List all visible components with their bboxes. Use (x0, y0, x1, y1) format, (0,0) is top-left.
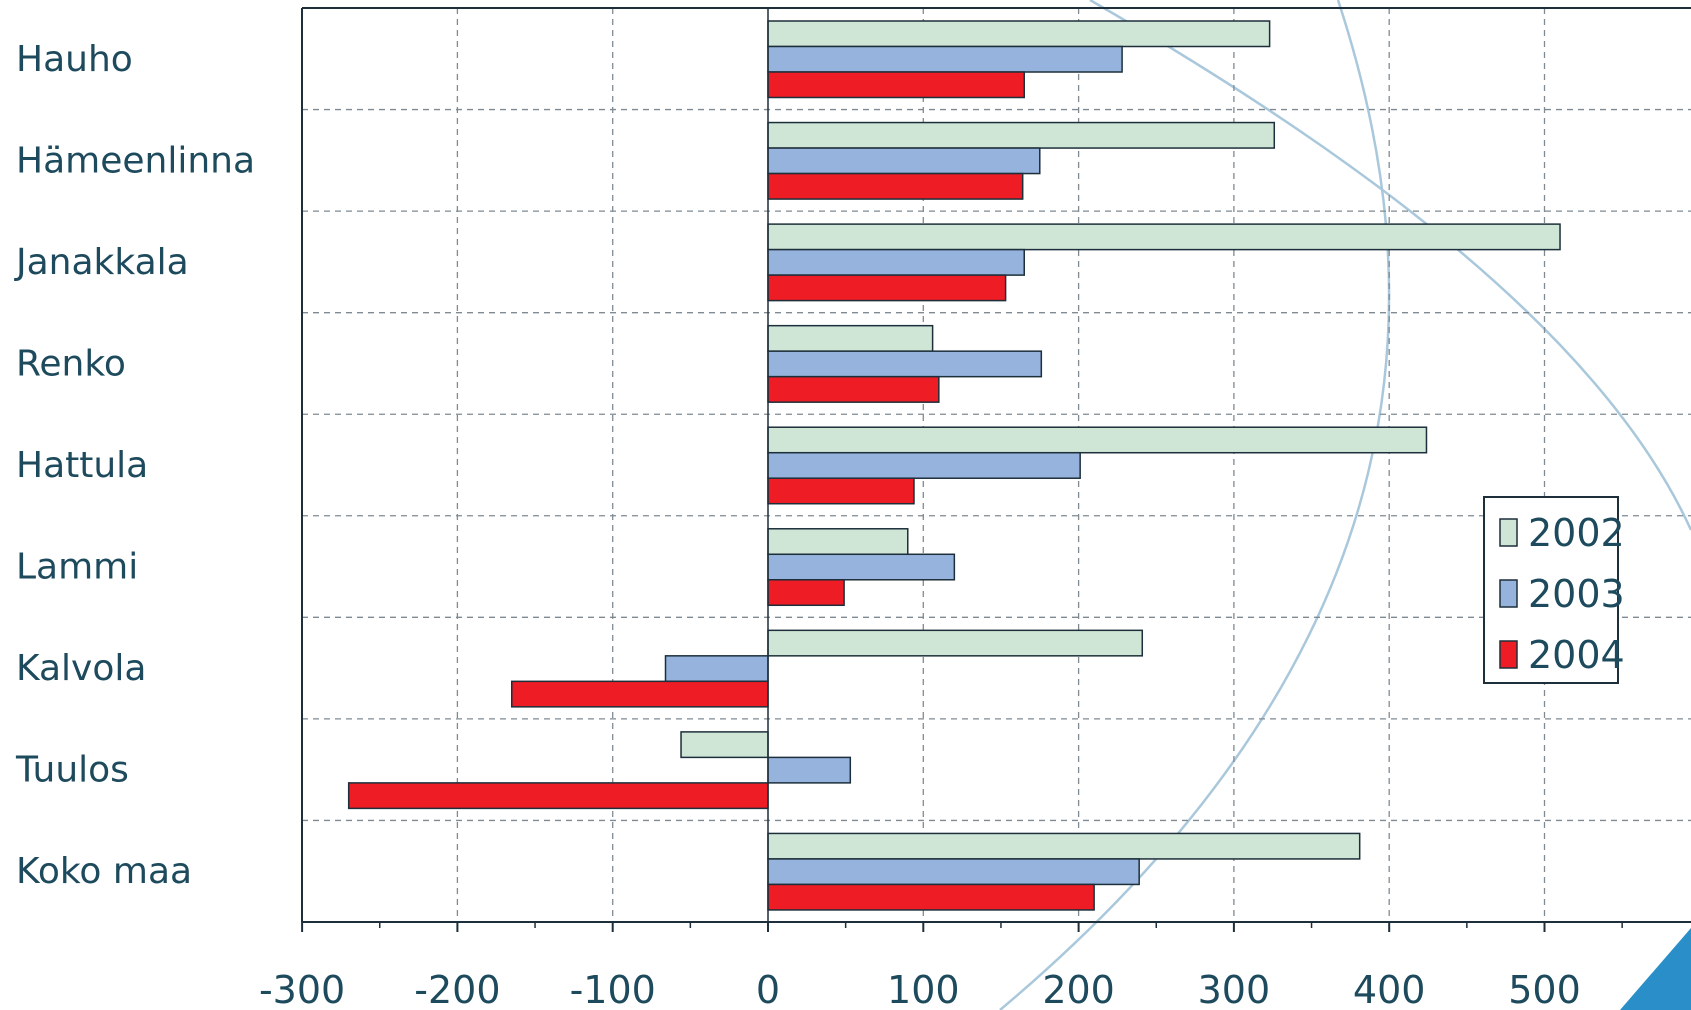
bar-2003-tuulos (767, 756, 852, 784)
grid-lines (302, 8, 1691, 922)
bar-2004-kalvola (511, 680, 769, 708)
bar-2002-lammi (767, 528, 909, 556)
bar-2003-hattula (767, 451, 1081, 479)
category-label: Kalvola (16, 648, 146, 689)
x-axis: -300-200-10001002003004005006 (259, 921, 1691, 1010)
bar-2004-lammi (767, 579, 845, 607)
bar-2002-tuulos (680, 731, 769, 759)
category-label: Hauho (16, 39, 133, 80)
category-label: Janakkala (14, 242, 189, 283)
category-label: Koko maa (16, 851, 192, 892)
category-label: Tuulos (15, 750, 129, 791)
bar-2002-renko (767, 324, 934, 352)
x-tick-label: -100 (570, 968, 656, 1010)
bar-2004-renko (767, 375, 940, 403)
bar-2002-koko-maa (767, 832, 1361, 860)
x-tick-label: 300 (1198, 968, 1271, 1010)
bar-2003-hauho (767, 45, 1123, 73)
corner-decoration (1620, 928, 1691, 1010)
category-labels: Hauho Hämeenlinna Janakkala Renko Hattula Lam… (14, 39, 255, 892)
bar-2004-koko-maa (767, 883, 1095, 911)
bar-2003-renko (767, 350, 1043, 378)
bar-2002-hauho (767, 20, 1271, 48)
corner-triangle (1620, 928, 1691, 1010)
legend: 2002 2003 2004 (1483, 496, 1625, 684)
bar-2004-hauho (767, 71, 1025, 99)
legend-swatch-2003 (1499, 579, 1518, 608)
bar-2004-hattula (767, 477, 915, 505)
category-label: Renko (16, 343, 126, 384)
x-tick-label: 0 (756, 968, 780, 1010)
bar-2002-kalvola (767, 629, 1144, 657)
x-tick-label: 500 (1508, 968, 1581, 1010)
x-tick-label: -200 (414, 968, 500, 1010)
bar-2002-hämeenlinna (767, 121, 1276, 149)
bar-2003-janakkala (767, 248, 1025, 276)
bars (347, 20, 1561, 911)
bar-2004-janakkala (767, 274, 1007, 302)
category-label: Hattula (16, 445, 148, 486)
bar-2002-hattula (767, 426, 1428, 454)
x-tick-label: 400 (1353, 968, 1426, 1010)
plot-frame (301, 7, 1691, 922)
bar-2004-hämeenlinna (767, 172, 1024, 200)
category-label: Hämeenlinna (16, 140, 255, 181)
legend-label-2002: 2002 (1528, 511, 1625, 555)
bar-2003-koko-maa (767, 858, 1140, 886)
legend-label-2004: 2004 (1528, 633, 1625, 677)
category-label: Lammi (16, 547, 138, 588)
x-tick-label: -300 (259, 968, 345, 1010)
bar-2004-tuulos (347, 782, 769, 810)
bar-2003-kalvola (664, 655, 769, 683)
legend-label-2003: 2003 (1528, 572, 1625, 616)
legend-swatch-2004 (1499, 640, 1518, 669)
legend-swatch-2002 (1499, 518, 1518, 547)
x-tick-label: 200 (1042, 968, 1115, 1010)
bar-2003-hämeenlinna (767, 147, 1041, 175)
bar-2002-janakkala (767, 223, 1561, 251)
x-tick-label: 100 (887, 968, 960, 1010)
bar-2003-lammi (767, 553, 956, 581)
